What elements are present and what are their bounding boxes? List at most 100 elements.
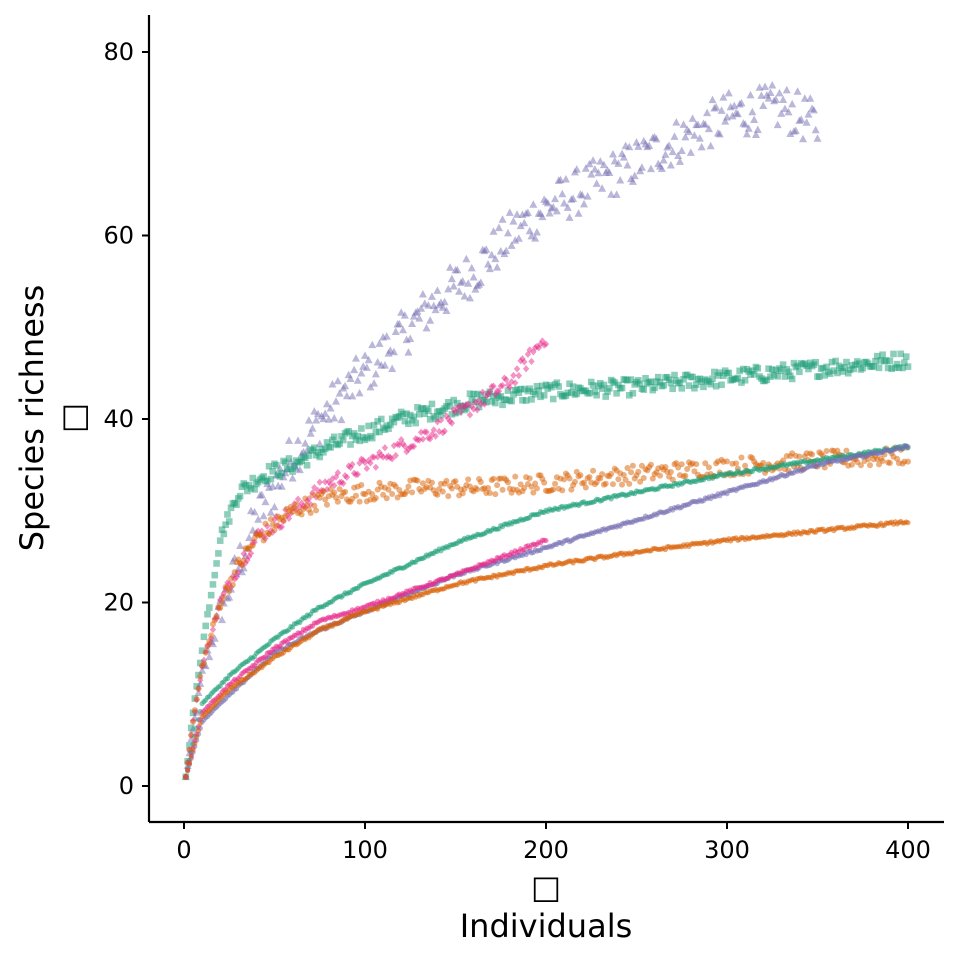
data-point xyxy=(293,501,300,508)
data-point xyxy=(695,134,704,142)
data-point xyxy=(342,488,349,495)
data-point xyxy=(236,541,245,549)
data-point xyxy=(443,477,450,484)
data-point xyxy=(533,382,541,390)
data-point xyxy=(674,151,683,159)
data-point xyxy=(502,396,510,403)
data-point xyxy=(905,458,911,465)
data-point xyxy=(371,369,380,378)
data-point xyxy=(753,125,762,134)
data-point xyxy=(775,88,784,97)
y-tick-label: 0 xyxy=(119,772,134,800)
data-point xyxy=(343,473,351,481)
data-point xyxy=(516,221,525,230)
data-point xyxy=(597,380,604,387)
plot-area xyxy=(181,81,912,781)
data-point xyxy=(539,382,546,390)
data-point xyxy=(780,104,789,113)
data-point xyxy=(778,367,785,374)
data-point xyxy=(372,463,380,471)
data-point xyxy=(197,720,203,727)
data-point xyxy=(268,482,277,490)
data-point xyxy=(200,633,208,641)
data-point xyxy=(484,390,492,398)
data-point xyxy=(432,415,439,422)
data-point xyxy=(424,301,433,309)
data-point xyxy=(742,462,749,469)
data-point xyxy=(513,210,522,218)
data-point xyxy=(788,99,797,108)
data-point xyxy=(392,451,399,460)
data-point xyxy=(245,552,253,561)
data-point xyxy=(581,479,588,486)
data-point xyxy=(428,479,435,486)
data-point xyxy=(330,433,338,441)
data-point xyxy=(309,492,316,499)
data-point xyxy=(594,168,603,177)
data-point xyxy=(417,304,426,312)
data-point xyxy=(506,383,513,392)
data-point xyxy=(350,365,359,374)
y-axis-title: Species richness xyxy=(13,285,51,552)
data-point xyxy=(558,189,567,198)
data-point xyxy=(846,366,854,374)
data-point xyxy=(530,348,537,356)
data-point xyxy=(315,439,324,448)
data-point xyxy=(721,117,730,125)
data-point xyxy=(773,120,782,129)
data-point xyxy=(263,477,271,485)
data-point xyxy=(809,451,816,458)
data-point xyxy=(513,365,521,373)
data-point xyxy=(791,126,800,134)
data-point xyxy=(839,368,847,375)
data-point xyxy=(190,718,197,725)
data-point xyxy=(866,462,873,469)
data-point xyxy=(586,473,593,480)
data-point xyxy=(637,163,646,171)
data-point xyxy=(266,508,275,516)
data-point xyxy=(458,276,467,285)
data-point xyxy=(260,537,267,544)
data-point xyxy=(646,164,655,173)
data-point xyxy=(351,354,360,362)
data-point xyxy=(504,381,512,389)
data-point xyxy=(282,459,289,466)
data-point xyxy=(204,610,211,618)
data-point xyxy=(490,393,497,400)
data-point xyxy=(416,410,423,418)
data-point xyxy=(183,774,189,780)
data-point xyxy=(295,465,304,474)
data-point xyxy=(587,170,596,178)
data-point xyxy=(779,361,787,368)
data-point xyxy=(551,194,560,203)
data-point xyxy=(897,350,905,358)
data-point xyxy=(692,381,700,388)
data-point xyxy=(322,399,331,408)
data-point xyxy=(708,95,717,104)
data-point xyxy=(703,108,712,117)
data-point xyxy=(684,127,693,136)
data-point xyxy=(364,355,373,364)
data-point xyxy=(368,434,376,442)
data-point xyxy=(834,369,841,377)
data-point xyxy=(218,615,227,624)
data-point xyxy=(623,160,632,169)
data-point xyxy=(446,402,454,410)
data-point xyxy=(512,379,519,387)
data-point xyxy=(477,400,485,408)
data-point xyxy=(186,742,193,749)
data-point xyxy=(431,305,440,314)
data-point xyxy=(884,364,892,372)
data-point xyxy=(505,208,514,216)
data-point xyxy=(372,428,380,436)
data-point xyxy=(452,478,459,485)
data-point xyxy=(466,411,474,419)
data-point xyxy=(875,364,883,372)
data-point xyxy=(772,366,780,374)
data-point xyxy=(301,454,309,462)
data-point xyxy=(521,484,528,491)
data-point xyxy=(528,396,535,403)
data-point xyxy=(522,397,530,404)
data-point xyxy=(676,379,684,386)
data-point xyxy=(401,417,409,425)
